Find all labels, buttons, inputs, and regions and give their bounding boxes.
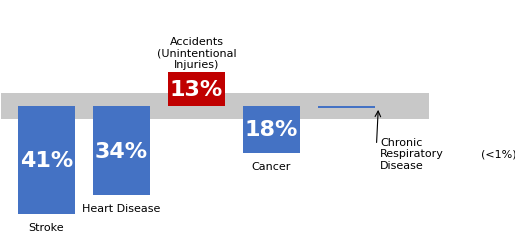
Text: 18%: 18%	[245, 120, 298, 140]
Text: 34%: 34%	[95, 141, 148, 161]
Bar	[168, 72, 225, 106]
Text: Accidents
(Unintentional
Injuries): Accidents (Unintentional Injuries)	[157, 37, 236, 70]
Text: Stroke: Stroke	[29, 222, 64, 232]
Bar	[318, 106, 374, 109]
Text: Heart Disease: Heart Disease	[82, 203, 161, 213]
Text: Chronic
Respiratory
Disease: Chronic Respiratory Disease	[380, 137, 444, 170]
Bar	[93, 106, 149, 196]
Bar	[18, 106, 75, 214]
Text: Cancer: Cancer	[252, 162, 291, 171]
Bar	[2, 93, 429, 119]
Bar	[243, 106, 300, 153]
Text: (<1%): (<1%)	[482, 149, 515, 159]
Text: 41%: 41%	[20, 150, 73, 170]
Text: 13%: 13%	[170, 79, 223, 99]
